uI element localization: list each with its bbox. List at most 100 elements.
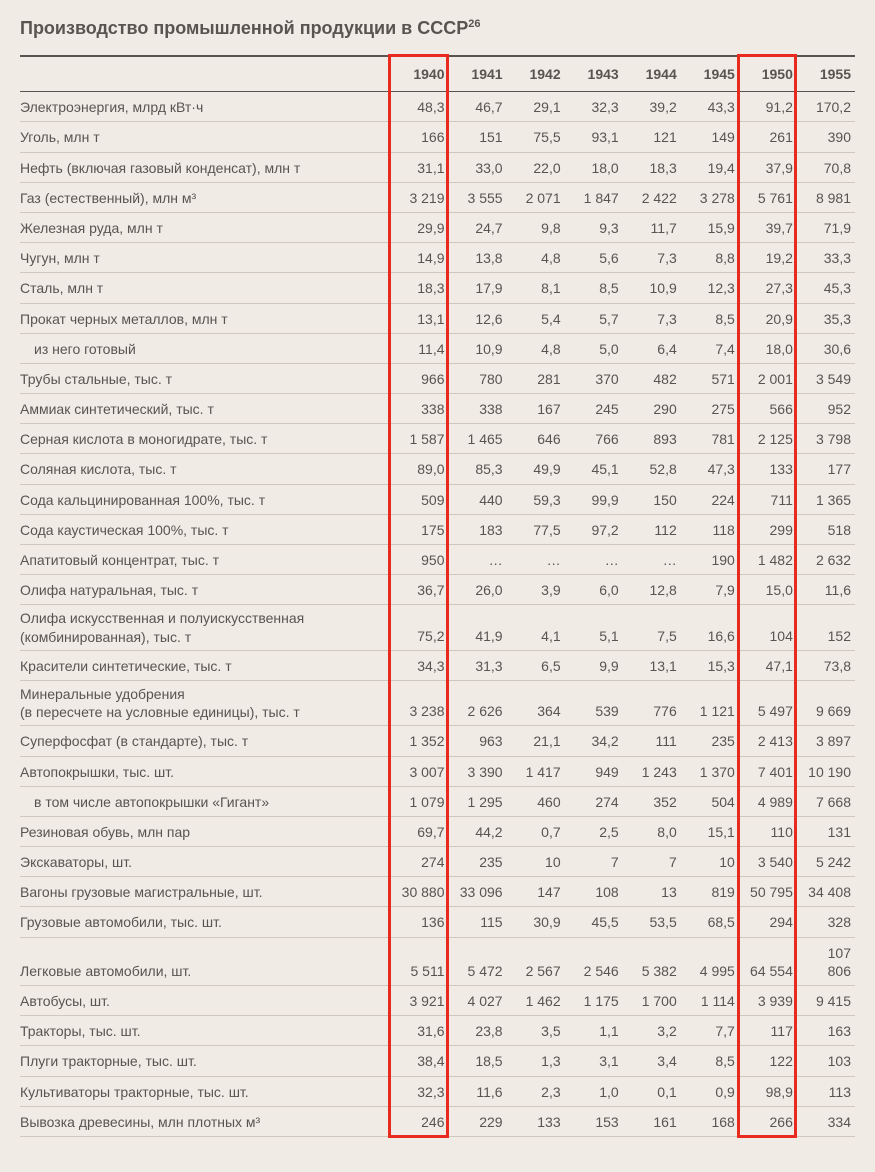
row-label: Олифа натуральная, тыс. т (20, 575, 390, 605)
data-cell: 3 390 (449, 756, 507, 786)
page-title: Производство промышленной продукции в СС… (20, 18, 855, 39)
data-cell: 19,2 (739, 243, 797, 273)
data-cell: 15,1 (681, 816, 739, 846)
data-cell: 7,5 (623, 605, 681, 650)
data-cell: 6,4 (623, 333, 681, 363)
table-row: Экскаваторы, шт.2742351077103 5405 242 (20, 847, 855, 877)
data-cell: 5 472 (449, 937, 507, 985)
data-cell: 34,3 (390, 650, 448, 680)
data-cell: 9,3 (565, 212, 623, 242)
data-cell: 29,9 (390, 212, 448, 242)
data-cell: 7 (565, 847, 623, 877)
data-cell: 8,0 (623, 816, 681, 846)
data-cell: 75,2 (390, 605, 448, 650)
row-label: Экскаваторы, шт. (20, 847, 390, 877)
data-cell: 352 (623, 786, 681, 816)
data-cell: 183 (449, 514, 507, 544)
data-cell: 45,5 (565, 907, 623, 937)
data-cell: 1 114 (681, 986, 739, 1016)
data-cell: 103 (797, 1046, 855, 1076)
data-cell: 3,5 (507, 1016, 565, 1046)
data-cell: 3 549 (797, 363, 855, 393)
data-cell: 949 (565, 756, 623, 786)
data-cell: 1,1 (565, 1016, 623, 1046)
data-cell: 31,1 (390, 152, 448, 182)
data-cell: 31,3 (449, 650, 507, 680)
data-cell: 646 (507, 424, 565, 454)
data-cell: 893 (623, 424, 681, 454)
data-cell: 98,9 (739, 1076, 797, 1106)
row-label: Электроэнергия, млрд кВт·ч (20, 92, 390, 122)
data-cell: 161 (623, 1106, 681, 1136)
data-cell: 15,0 (739, 575, 797, 605)
data-cell: 21,1 (507, 726, 565, 756)
data-cell: 24,7 (449, 212, 507, 242)
data-cell: 33 096 (449, 877, 507, 907)
data-cell: 3 921 (390, 986, 448, 1016)
table-row: Сода каустическая 100%, тыс. т17518377,5… (20, 514, 855, 544)
table-row: Трубы стальные, тыс. т966780281370482571… (20, 363, 855, 393)
table-row: Тракторы, тыс. шт.31,623,83,51,13,27,711… (20, 1016, 855, 1046)
data-cell: 152 (797, 605, 855, 650)
data-cell: 44,2 (449, 816, 507, 846)
data-cell: 64 554 (739, 937, 797, 985)
row-label: Нефть (включая газовый конденсат), млн т (20, 152, 390, 182)
data-cell: 266 (739, 1106, 797, 1136)
data-cell: 2,5 (565, 816, 623, 846)
table-row: Вагоны грузовые магистральные, шт.30 880… (20, 877, 855, 907)
data-cell: 39,7 (739, 212, 797, 242)
table-row: Легковые автомобили, шт.5 5115 4722 5672… (20, 937, 855, 985)
data-cell: 245 (565, 394, 623, 424)
data-cell: 45,3 (797, 273, 855, 303)
data-cell: 3,1 (565, 1046, 623, 1076)
data-cell: 104 (739, 605, 797, 650)
title-text: Производство промышленной продукции в СС… (20, 18, 468, 38)
table-row: Аммиак синтетический, тыс. т338338167245… (20, 394, 855, 424)
data-cell: 12,6 (449, 303, 507, 333)
data-cell: 7 (623, 847, 681, 877)
data-cell: 150 (623, 484, 681, 514)
data-cell: 16,6 (681, 605, 739, 650)
table-row: Уголь, млн т16615175,593,1121149261390 (20, 122, 855, 152)
data-cell: 8 981 (797, 182, 855, 212)
data-cell: 13,8 (449, 243, 507, 273)
data-cell: 1 462 (507, 986, 565, 1016)
data-cell: 7 401 (739, 756, 797, 786)
data-cell: 23,8 (449, 1016, 507, 1046)
data-cell: 177 (797, 454, 855, 484)
data-cell: 11,7 (623, 212, 681, 242)
data-cell: 71,9 (797, 212, 855, 242)
row-label: Суперфосфат (в стандарте), тыс. т (20, 726, 390, 756)
data-cell: 5,7 (565, 303, 623, 333)
data-cell: 780 (449, 363, 507, 393)
data-cell: 30 880 (390, 877, 448, 907)
production-table: 19401941194219431944194519501955 Электро… (20, 55, 855, 1137)
data-cell: 9,8 (507, 212, 565, 242)
row-label: Плуги тракторные, тыс. шт. (20, 1046, 390, 1076)
data-cell: 168 (681, 1106, 739, 1136)
data-cell: 133 (739, 454, 797, 484)
table-container: 19401941194219431944194519501955 Электро… (20, 55, 855, 1137)
data-cell: 299 (739, 514, 797, 544)
data-cell: 294 (739, 907, 797, 937)
table-row: Культиваторы тракторные, тыс. шт.32,311,… (20, 1076, 855, 1106)
data-cell: 47,1 (739, 650, 797, 680)
data-cell: 5,6 (565, 243, 623, 273)
data-cell: 781 (681, 424, 739, 454)
data-cell: … (507, 545, 565, 575)
table-row: Грузовые автомобили, тыс. шт.13611530,94… (20, 907, 855, 937)
row-label: в том числе автопокрышки «Гигант» (20, 786, 390, 816)
data-cell: 2 001 (739, 363, 797, 393)
data-cell: 4,8 (507, 333, 565, 363)
data-cell: 5 511 (390, 937, 448, 985)
header-row: 19401941194219431944194519501955 (20, 56, 855, 92)
row-label: Аммиак синтетический, тыс. т (20, 394, 390, 424)
header-cell-label (20, 56, 390, 92)
data-cell: 30,9 (507, 907, 565, 937)
data-cell: 12,3 (681, 273, 739, 303)
data-cell: 147 (507, 877, 565, 907)
data-cell: 1 175 (565, 986, 623, 1016)
data-cell: 7,3 (623, 243, 681, 273)
data-cell: 163 (797, 1016, 855, 1046)
data-cell: 52,8 (623, 454, 681, 484)
